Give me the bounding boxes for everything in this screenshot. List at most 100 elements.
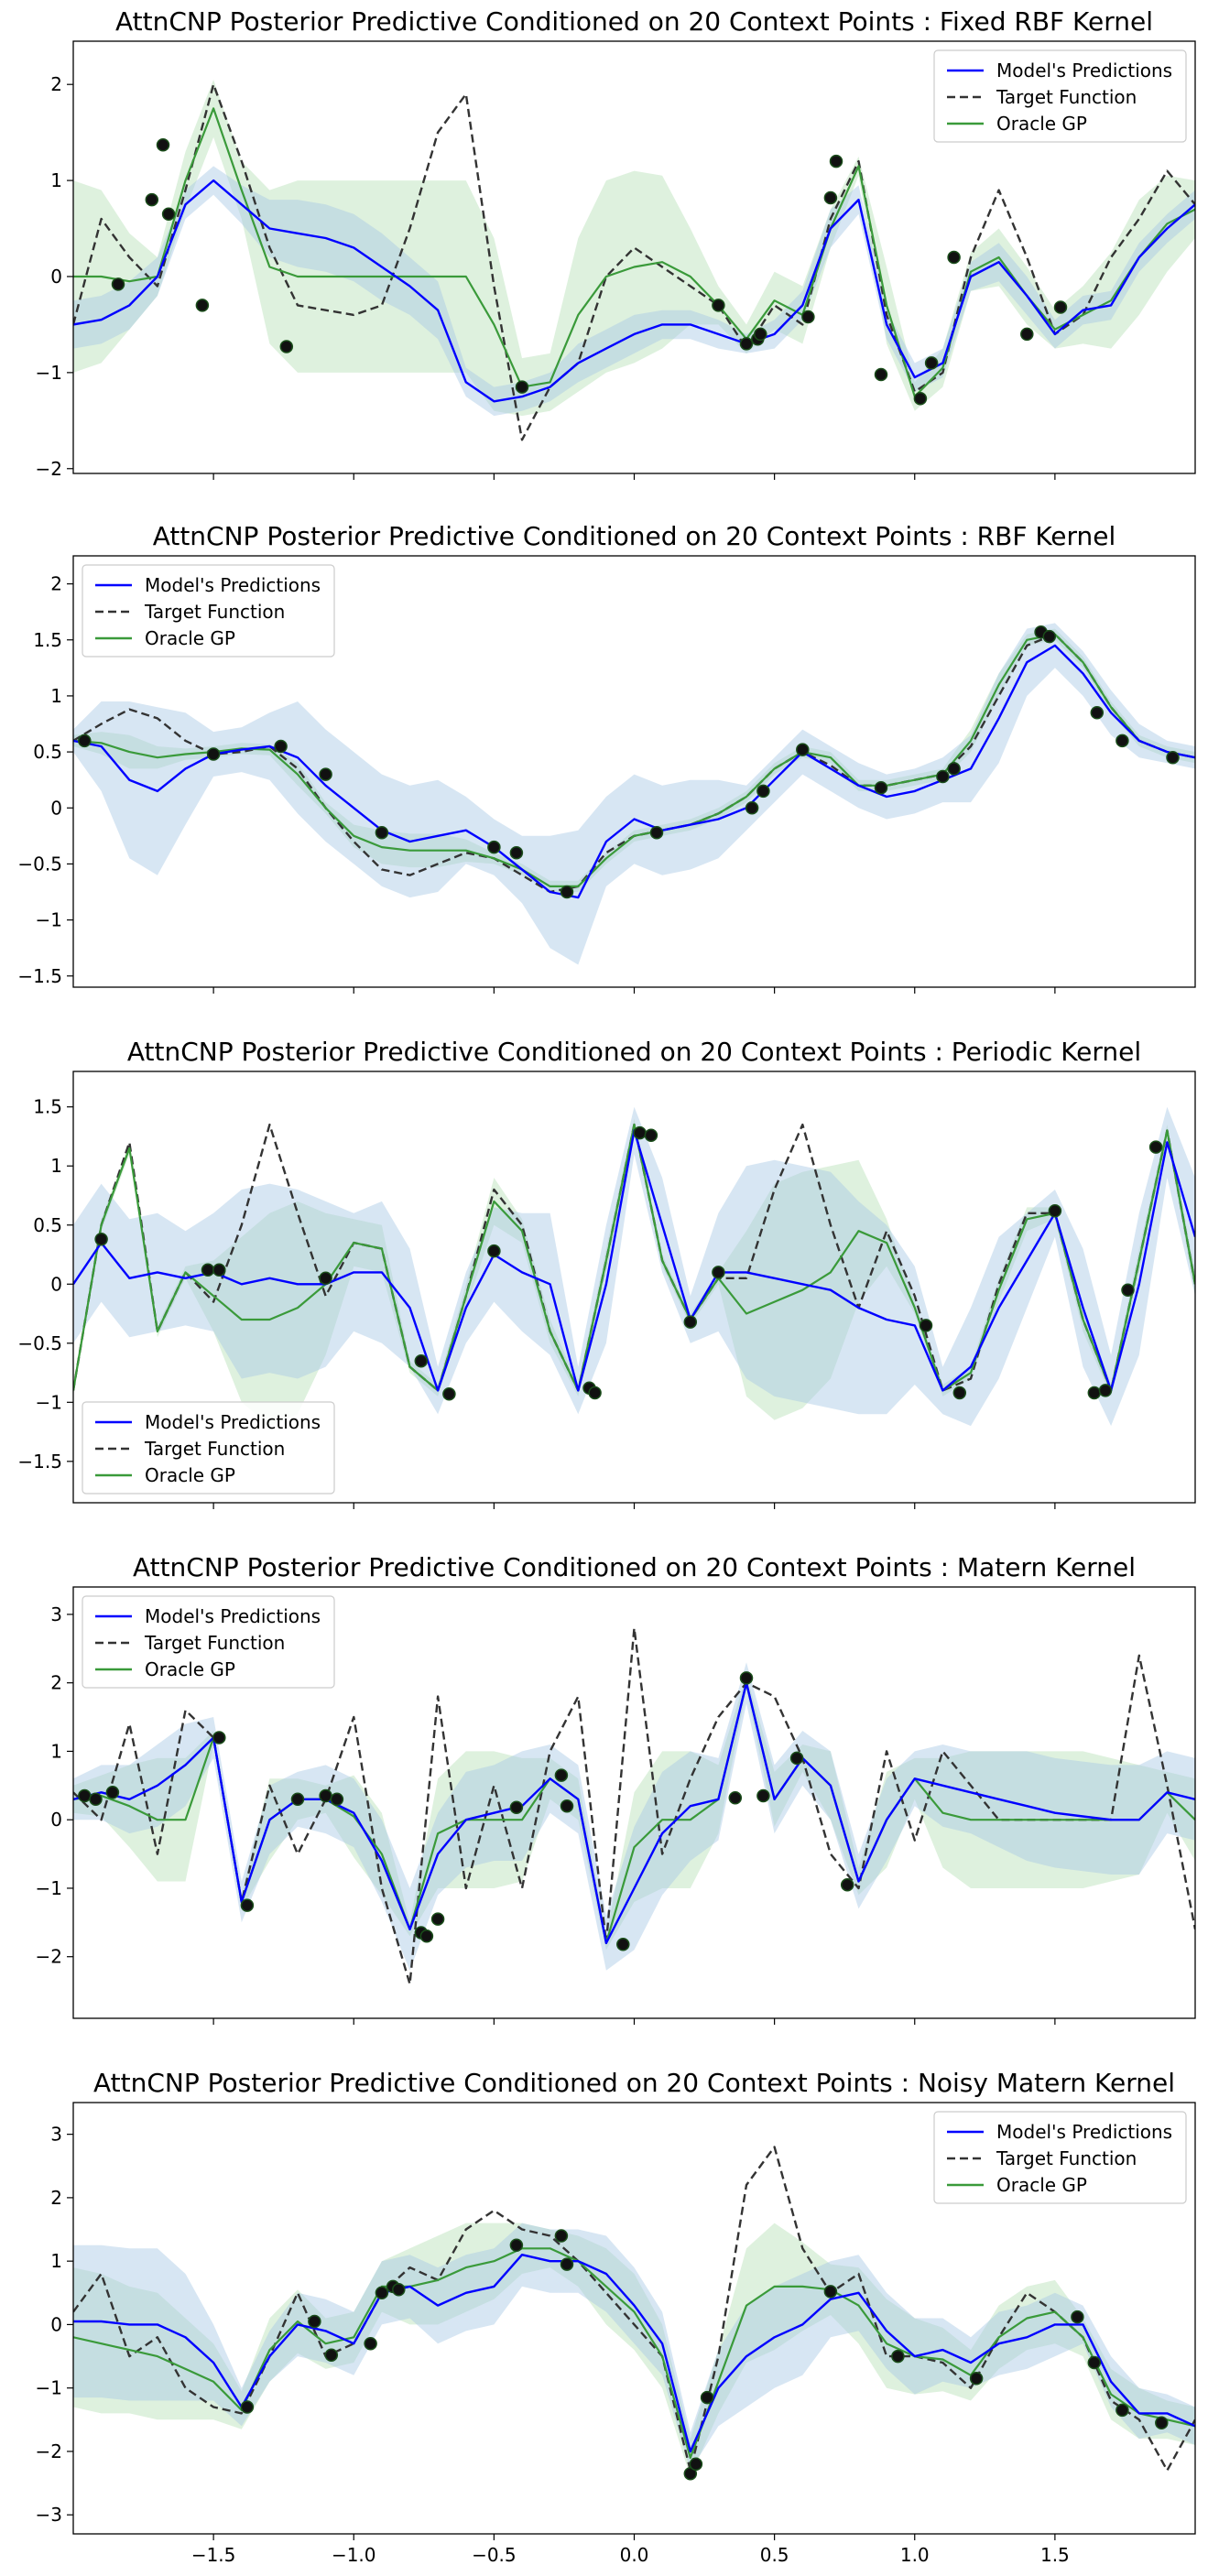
context-point	[279, 340, 294, 353]
chart-title: AttnCNP Posterior Predictive Conditioned…	[115, 6, 1153, 37]
context-point	[796, 743, 810, 756]
context-point	[689, 2457, 703, 2472]
context-point	[829, 154, 843, 168]
context-point	[823, 190, 838, 205]
legend-box	[82, 564, 335, 658]
x-tick-label: 1.5	[1040, 2544, 1070, 2566]
legend-entry-model-label: Model's Predictions	[996, 2121, 1172, 2143]
context-point	[739, 337, 754, 351]
legend-entry-oracle-label: Oracle GP	[996, 2174, 1087, 2196]
context-point	[94, 1232, 108, 1246]
context-point	[840, 1877, 854, 1892]
context-point	[745, 801, 759, 815]
context-point	[487, 840, 501, 854]
y-tick-label: −2	[36, 2440, 62, 2462]
y-tick-label: 2	[50, 2187, 62, 2209]
chart-panel-5: −3 −2 −1 0 1 2 3 −1.5 −1.0 −0.5 0.0 0.5 1.0 1.5 AttnCN…	[36, 2068, 1196, 2566]
model-band	[73, 2223, 1195, 2471]
context-point	[419, 1929, 434, 1943]
y-tick-label: 2	[50, 1672, 62, 1694]
context-point	[274, 739, 288, 754]
context-point	[509, 2238, 524, 2253]
context-point	[700, 2390, 714, 2405]
context-point	[1053, 300, 1068, 314]
context-point	[487, 1244, 501, 1258]
legend-entry-model-label: Model's Predictions	[145, 1605, 321, 1627]
context-point	[712, 1266, 725, 1279]
model-band	[73, 1106, 1195, 1427]
plot-area	[73, 1626, 1195, 1985]
legend-entry-oracle-label: Oracle GP	[996, 113, 1087, 135]
model-band	[73, 166, 1195, 417]
oracle-band	[73, 628, 1195, 892]
context-point	[1042, 629, 1057, 644]
legend: Model's Predictions Target Function Oracle…	[933, 49, 1187, 143]
legend-box	[82, 1401, 335, 1495]
x-tick-label: 1.0	[900, 2544, 930, 2566]
context-point	[789, 1751, 804, 1766]
context-point	[145, 192, 159, 207]
context-point	[560, 885, 574, 899]
y-tick-label: 1	[50, 1740, 62, 1762]
context-point	[874, 780, 888, 795]
y-tick-label: 1	[50, 169, 62, 191]
chart-title: AttnCNP Posterior Predictive Conditioned…	[93, 2068, 1175, 2098]
context-point	[560, 1799, 574, 1813]
context-point	[554, 2229, 569, 2243]
context-point	[649, 825, 664, 840]
context-point	[756, 784, 770, 799]
context-point	[936, 769, 950, 784]
context-point	[375, 2286, 389, 2300]
context-point	[89, 1792, 103, 1807]
legend: Model's Predictions Target Function Oracle…	[82, 564, 335, 658]
legend-box	[82, 1595, 335, 1689]
legend-entry-target-label: Target Function	[996, 2147, 1137, 2169]
y-tick-label: 1	[50, 685, 62, 707]
plot-area	[73, 623, 1195, 965]
legend: Model's Predictions Target Function Oracle…	[933, 2111, 1187, 2204]
legend-entry-oracle-label: Oracle GP	[145, 1464, 235, 1486]
context-point	[728, 1791, 743, 1805]
context-point	[442, 1387, 456, 1401]
context-point	[201, 1263, 215, 1277]
oracle-band	[73, 2223, 1195, 2477]
context-point	[823, 2285, 838, 2299]
y-tick-label: 1.5	[33, 629, 62, 651]
legend-entry-target-label: Target Function	[144, 1438, 285, 1460]
context-point	[1115, 2403, 1129, 2418]
oracle-band	[73, 80, 1195, 417]
context-point	[588, 1386, 602, 1400]
y-tick-label: −1.5	[17, 965, 62, 987]
context-point	[560, 2257, 574, 2271]
context-point	[364, 2336, 377, 2351]
legend-entry-oracle-label: Oracle GP	[145, 1658, 235, 1680]
context-point	[969, 2372, 984, 2386]
legend-box	[933, 2111, 1187, 2204]
model-predictions-line	[73, 1681, 1195, 1945]
context-point	[515, 380, 529, 394]
legend-entry-model-label: Model's Predictions	[145, 574, 321, 596]
y-tick-label: 3	[50, 1603, 62, 1625]
oracle-gp-line	[73, 2247, 1195, 2459]
context-point	[319, 1788, 332, 1803]
plot-area	[73, 1106, 1195, 1427]
context-point	[392, 2283, 406, 2297]
context-point	[913, 391, 928, 406]
y-tick-label: 0.5	[33, 741, 62, 763]
context-point	[1166, 750, 1180, 765]
context-point	[754, 327, 767, 342]
context-point	[206, 747, 221, 761]
context-point	[290, 1792, 305, 1807]
context-point	[105, 1786, 120, 1799]
context-point	[1087, 1386, 1102, 1400]
context-point	[330, 1792, 344, 1807]
x-tick-label: 0.0	[620, 2544, 649, 2566]
y-tick-label: −1	[36, 362, 62, 384]
context-point	[1048, 1204, 1062, 1218]
y-tick-label: −1	[36, 1391, 62, 1413]
chart-panel-2: −1.5 −1 −0.5 0 0.5 1 1.5 2 AttnCNP Posterior Pre…	[17, 521, 1196, 994]
context-point	[947, 762, 961, 776]
context-point	[1115, 734, 1129, 748]
y-tick-label: 1.5	[33, 1096, 62, 1118]
